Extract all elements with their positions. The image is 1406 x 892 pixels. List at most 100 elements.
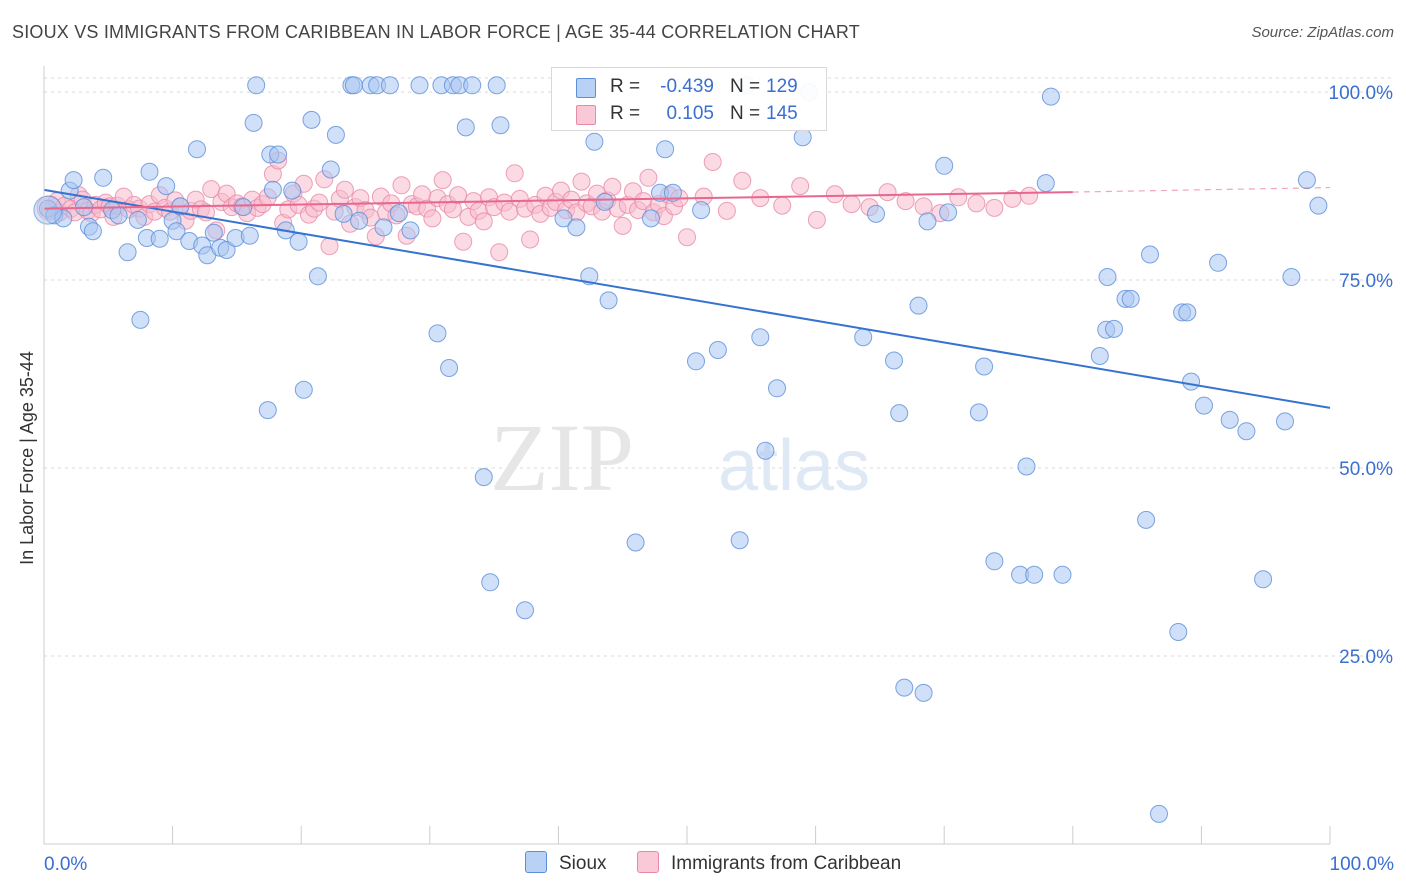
point-sioux-12 xyxy=(128,210,147,229)
point-sioux-22 xyxy=(188,140,206,159)
point-sioux-123 xyxy=(1220,410,1239,429)
point-sioux-93 xyxy=(895,678,914,697)
point-sioux-94 xyxy=(909,296,928,315)
point-sioux-62 xyxy=(463,76,482,95)
y-axis-label: In Labor Force | Age 35-44 xyxy=(17,351,37,565)
point-sioux-101 xyxy=(985,552,1004,571)
watermark-atlas: atlas xyxy=(718,426,870,506)
point-sioux-116 xyxy=(1150,804,1168,823)
point-caribbean-54 xyxy=(310,193,329,212)
legend-n-label: N = xyxy=(730,103,761,124)
point-caribbean-128 xyxy=(717,201,736,220)
point-caribbean-70 xyxy=(392,176,411,195)
point-sioux-38 xyxy=(283,181,302,200)
point-sioux-65 xyxy=(487,76,506,95)
point-caribbean-113 xyxy=(613,216,632,235)
point-sioux-41 xyxy=(302,110,321,129)
point-sioux-87 xyxy=(793,128,812,147)
point-sioux-70 xyxy=(580,267,599,286)
point-caribbean-76 xyxy=(423,209,442,228)
point-sioux-125 xyxy=(1254,570,1273,589)
point-caribbean-95 xyxy=(521,230,540,249)
y-tick-label-75: 75.0% xyxy=(1339,271,1393,292)
point-sioux-110 xyxy=(1098,268,1117,286)
bottom-legend-sioux: Sioux xyxy=(525,851,607,875)
point-sioux-100 xyxy=(975,357,994,376)
point-sioux-127 xyxy=(1282,268,1301,286)
point-sioux-67 xyxy=(516,601,534,620)
point-sioux-96 xyxy=(918,212,937,231)
point-sioux-84 xyxy=(751,328,770,347)
point-caribbean-89 xyxy=(490,243,509,262)
correlation-legend: R = -0.439 N = 129 R = 0.105 N = 145 xyxy=(551,67,827,131)
point-caribbean-145 xyxy=(1020,186,1039,205)
point-caribbean-78 xyxy=(433,171,452,190)
legend-row-sioux: R = -0.439 N = 129 xyxy=(552,74,826,100)
point-sioux-48 xyxy=(350,211,369,230)
point-sioux-111 xyxy=(1105,319,1123,338)
point-caribbean-59 xyxy=(335,180,354,199)
point-sioux-4 xyxy=(64,171,83,190)
bottom-legend-label-caribbean: Immigrants from Caribbean xyxy=(671,853,902,874)
trend-layer xyxy=(43,186,1331,409)
point-sioux-77 xyxy=(656,140,675,159)
point-sioux-122 xyxy=(1209,253,1228,272)
legend-n-value-caribbean: 145 xyxy=(766,103,798,124)
point-caribbean-132 xyxy=(791,177,810,196)
point-sioux-103 xyxy=(1017,457,1036,476)
point-caribbean-111 xyxy=(603,177,622,196)
legend-swatch-caribbean xyxy=(576,105,596,125)
point-sioux-44 xyxy=(326,125,345,144)
point-sioux-54 xyxy=(401,221,420,240)
point-sioux-114 xyxy=(1137,510,1156,529)
point-sioux-36 xyxy=(269,145,288,164)
point-caribbean-82 xyxy=(454,232,473,251)
point-sioux-29 xyxy=(234,198,253,217)
point-sioux-106 xyxy=(1041,87,1060,106)
point-sioux-117 xyxy=(1169,623,1188,641)
point-sioux-95 xyxy=(914,683,933,702)
point-sioux-42 xyxy=(308,267,327,286)
point-caribbean-127 xyxy=(703,153,722,171)
point-sioux-63 xyxy=(474,468,493,487)
point-sioux-108 xyxy=(1090,347,1109,365)
point-sioux-129 xyxy=(1309,196,1328,215)
point-sioux-68 xyxy=(554,209,573,228)
point-sioux-53 xyxy=(389,204,408,223)
point-sioux-128 xyxy=(1297,171,1316,190)
point-caribbean-137 xyxy=(878,183,897,202)
legend-n-value-sioux: 129 xyxy=(766,76,798,97)
point-caribbean-131 xyxy=(773,196,792,215)
point-sioux-98 xyxy=(939,203,958,222)
point-caribbean-139 xyxy=(914,197,933,216)
point-sioux-45 xyxy=(334,204,353,223)
legend-n-label: N = xyxy=(730,76,761,97)
point-sioux-69 xyxy=(567,218,586,237)
point-sioux-10 xyxy=(109,206,128,225)
legend-row-caribbean: R = 0.105 N = 145 xyxy=(552,101,826,127)
point-sioux-90 xyxy=(867,204,885,223)
point-sioux-99 xyxy=(969,403,988,422)
point-sioux-61 xyxy=(456,118,475,137)
point-sioux-91 xyxy=(885,351,903,370)
point-sioux-119 xyxy=(1178,303,1197,322)
point-sioux-33 xyxy=(258,401,277,420)
point-sioux-79 xyxy=(687,352,705,371)
point-caribbean-129 xyxy=(733,171,752,190)
point-sioux-126 xyxy=(1276,412,1294,431)
point-sioux-72 xyxy=(595,192,614,211)
point-sioux-25 xyxy=(204,223,223,242)
point-sioux-52 xyxy=(380,76,399,95)
trend-line-caribbean-extension xyxy=(1072,186,1331,193)
point-sioux-17 xyxy=(157,177,176,196)
point-sioux-75 xyxy=(642,209,660,228)
point-sioux-35 xyxy=(263,180,282,199)
point-sioux-31 xyxy=(244,113,263,132)
y-tick-label-100: 100.0% xyxy=(1329,83,1394,104)
point-sioux-58 xyxy=(440,359,459,377)
point-sioux-64 xyxy=(481,573,500,592)
point-caribbean-125 xyxy=(678,228,696,247)
y-tick-label-25: 25.0% xyxy=(1339,647,1393,668)
point-sioux-78 xyxy=(663,183,682,202)
